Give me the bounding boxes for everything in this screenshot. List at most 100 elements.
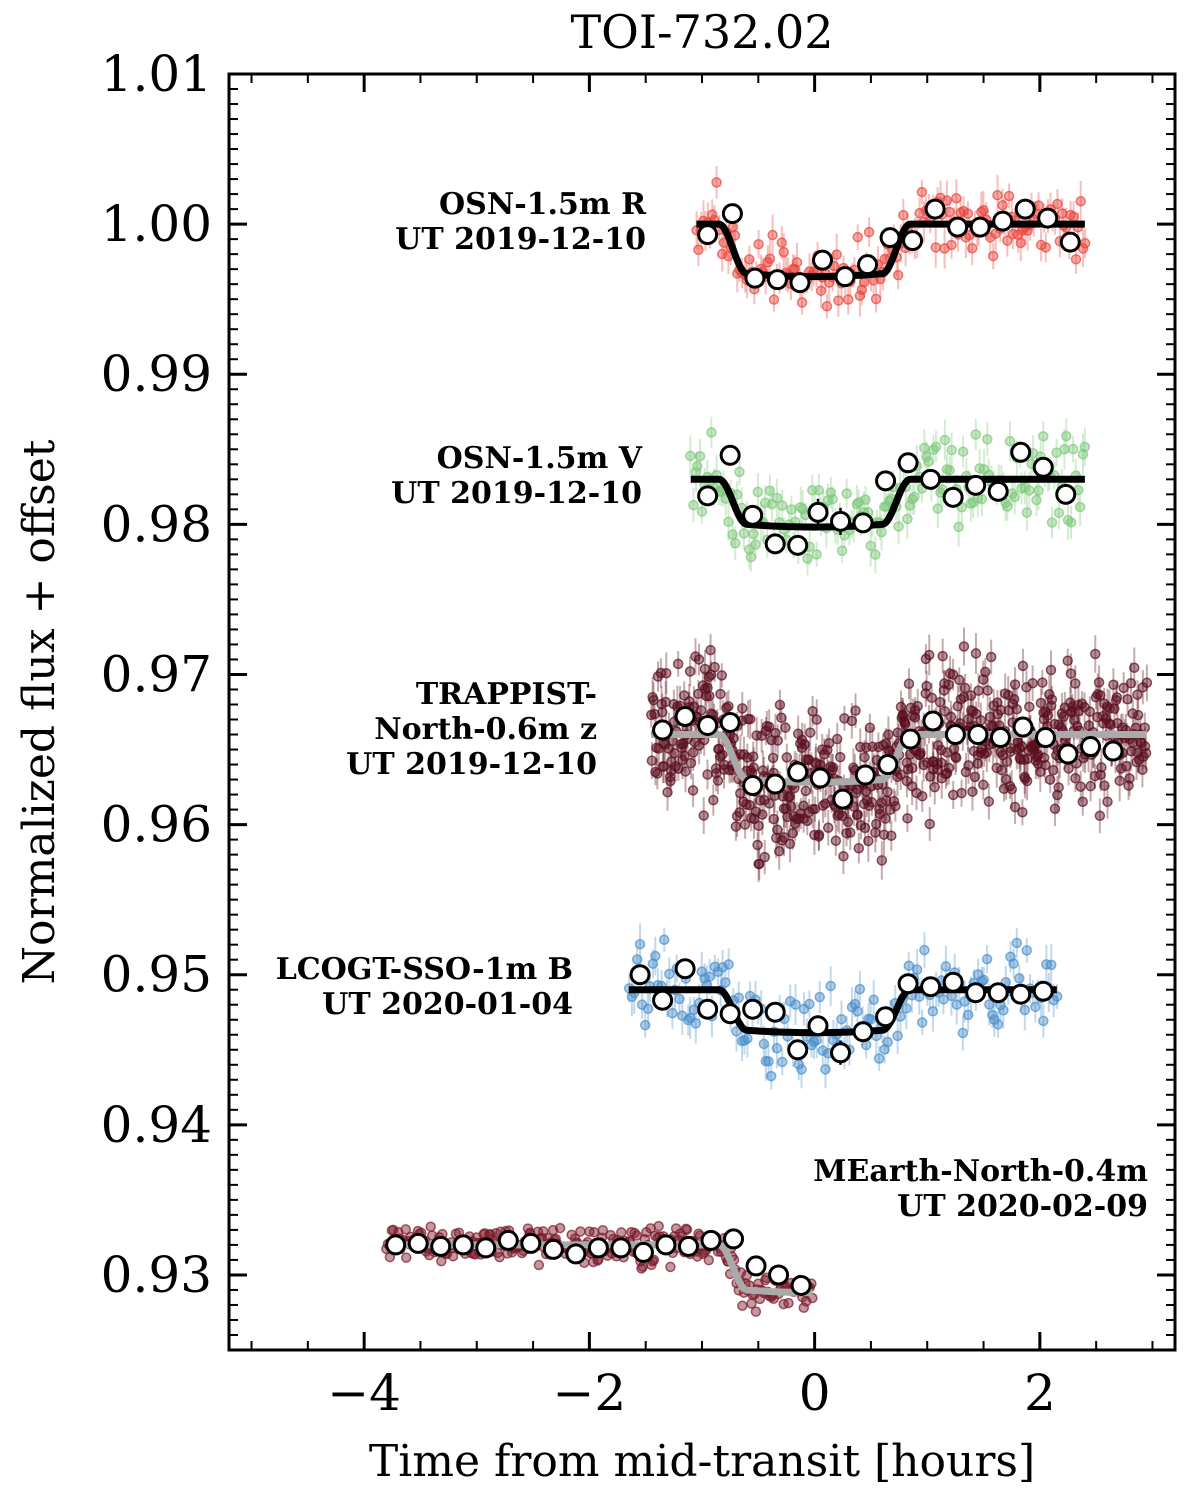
raw-point <box>1068 714 1080 726</box>
raw-point <box>841 488 852 499</box>
raw-point <box>748 528 759 540</box>
raw-point <box>965 690 977 701</box>
raw-point <box>1035 697 1047 709</box>
binned-point <box>1032 456 1054 478</box>
raw-point <box>802 553 813 564</box>
raw-point <box>946 444 957 456</box>
raw-point <box>883 729 894 740</box>
raw-point <box>890 800 901 812</box>
raw-point <box>820 1064 831 1075</box>
binned-point <box>992 210 1014 232</box>
raw-point <box>978 204 989 216</box>
raw-point <box>975 715 987 726</box>
raw-point <box>646 755 658 766</box>
raw-point <box>669 748 680 759</box>
raw-point <box>1075 195 1086 207</box>
dataset-label: OSN-1.5m R <box>439 187 647 222</box>
raw-point <box>753 239 764 250</box>
binned-point <box>807 1015 829 1037</box>
binned-point <box>497 1229 519 1251</box>
raw-point <box>962 208 974 219</box>
binned-point <box>520 1232 542 1254</box>
raw-point <box>956 787 967 799</box>
raw-point <box>893 521 904 532</box>
raw-point <box>1095 769 1106 781</box>
raw-point <box>754 858 765 870</box>
raw-point <box>764 485 776 496</box>
binned-point <box>652 989 674 1011</box>
raw-point <box>728 733 739 744</box>
raw-point <box>1045 664 1057 676</box>
dataset-label: UT 2020-01-04 <box>322 987 573 1022</box>
raw-point <box>763 721 775 733</box>
raw-point <box>715 688 726 700</box>
binned-point <box>768 1264 790 1286</box>
raw-point <box>976 493 988 505</box>
binned-point <box>922 710 944 732</box>
raw-point <box>996 764 1007 776</box>
binned-point <box>764 533 786 555</box>
binned-point <box>1080 736 1102 758</box>
binned-point <box>652 719 674 741</box>
raw-point <box>853 843 865 854</box>
raw-point <box>1085 780 1096 792</box>
raw-point <box>814 991 825 1003</box>
binned-point <box>834 266 856 288</box>
raw-point <box>1015 237 1027 249</box>
raw-point <box>934 696 946 708</box>
raw-point <box>860 494 871 505</box>
x-tick-label: −2 <box>553 1364 627 1422</box>
raw-point <box>616 1227 627 1238</box>
raw-point <box>811 549 822 560</box>
raw-point <box>876 855 888 866</box>
raw-point <box>791 257 803 268</box>
raw-point <box>738 528 750 539</box>
raw-series-trappist-north-0-6m-z <box>646 627 1153 883</box>
binned-point <box>965 474 987 496</box>
raw-point <box>1067 443 1079 455</box>
binned-point <box>697 485 719 507</box>
raw-point <box>813 831 825 842</box>
binned-series-mearth-north-0-4m <box>385 1228 812 1296</box>
raw-point <box>1075 781 1086 792</box>
binned-point <box>719 444 741 466</box>
raw-point <box>734 807 745 818</box>
binned-point <box>989 727 1011 749</box>
model-curve-trappist-north-0-6m-z <box>650 731 1148 786</box>
binned-series-trappist-north-0-6m-z <box>652 705 1124 810</box>
raw-point <box>944 465 955 476</box>
raw-point <box>802 815 813 827</box>
binned-point <box>787 761 809 783</box>
raw-point <box>1065 668 1077 679</box>
binned-series-osn-1-5m-v <box>697 441 1077 556</box>
raw-point <box>921 680 932 692</box>
raw-point <box>939 434 951 446</box>
y-tick-label: 0.97 <box>101 645 212 703</box>
raw-point <box>1009 491 1020 503</box>
binned-point <box>787 1039 809 1061</box>
raw-point <box>662 786 673 798</box>
binned-point <box>430 1235 452 1257</box>
dataset-label: UT 2019-12-10 <box>346 747 597 782</box>
binned-point <box>899 728 921 750</box>
raw-point <box>400 1224 411 1235</box>
binned-point <box>742 998 764 1020</box>
raw-point <box>696 506 708 517</box>
raw-point <box>1065 517 1077 528</box>
raw-point <box>799 738 810 750</box>
dataset-label: OSN-1.5m V <box>437 441 643 476</box>
dataset-label: North-0.6m z <box>374 712 597 747</box>
raw-point <box>771 492 783 504</box>
raw-point <box>652 768 663 779</box>
binned-point <box>745 1255 767 1277</box>
raw-point <box>1111 692 1123 703</box>
raw-point <box>1099 780 1110 791</box>
raw-point <box>1040 759 1051 771</box>
raw-point <box>1090 648 1101 660</box>
binned-point <box>1010 441 1032 463</box>
raw-point <box>745 551 757 563</box>
raw-point <box>650 950 661 962</box>
raw-point <box>711 177 722 188</box>
